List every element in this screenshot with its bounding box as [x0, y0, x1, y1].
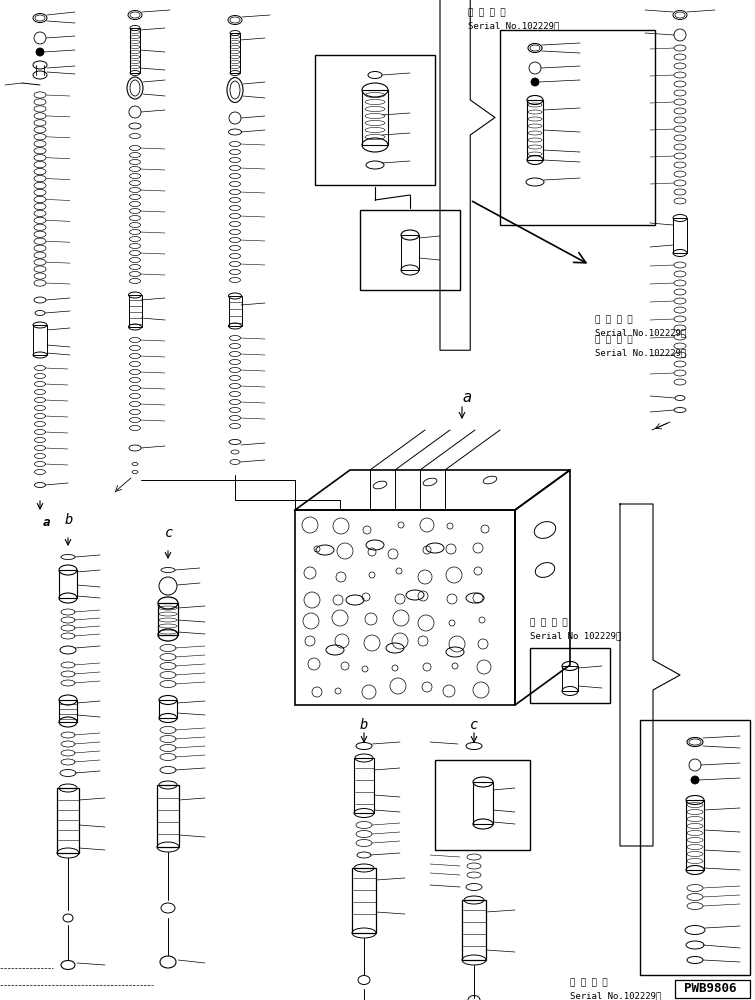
- Bar: [527, 100, 543, 160]
- Bar: [562, 666, 578, 691]
- Text: 適 用 号 機
Serial No.102229～: 適 用 号 機 Serial No.102229～: [595, 315, 686, 337]
- Text: a: a: [43, 516, 51, 529]
- Bar: [401, 235, 419, 270]
- Bar: [33, 325, 47, 355]
- Bar: [159, 700, 177, 718]
- Text: 適 用 号 機
Serial No.102229～: 適 用 号 機 Serial No.102229～: [570, 978, 661, 1000]
- Circle shape: [531, 78, 539, 86]
- Text: c: c: [165, 526, 174, 540]
- Bar: [59, 570, 77, 598]
- Bar: [354, 758, 374, 813]
- Bar: [59, 700, 77, 722]
- Bar: [473, 782, 493, 824]
- Bar: [530, 648, 610, 703]
- Bar: [360, 210, 460, 290]
- Bar: [686, 800, 704, 870]
- Bar: [229, 296, 242, 326]
- Text: 適 用 号 機
Serial No.102229～: 適 用 号 機 Serial No.102229～: [595, 335, 686, 357]
- Text: 適 用 号 機
Serial No 102229～: 適 用 号 機 Serial No 102229～: [530, 618, 621, 640]
- Circle shape: [691, 776, 699, 784]
- Text: b: b: [65, 513, 73, 527]
- Bar: [315, 55, 435, 185]
- Bar: [675, 980, 750, 998]
- Bar: [462, 900, 486, 960]
- Text: a: a: [462, 390, 471, 405]
- Bar: [362, 90, 388, 145]
- Text: PWB9806: PWB9806: [684, 982, 736, 995]
- Bar: [158, 603, 178, 635]
- Bar: [295, 510, 515, 705]
- Bar: [130, 28, 140, 73]
- Bar: [129, 295, 142, 327]
- Circle shape: [36, 48, 44, 56]
- Bar: [500, 30, 655, 225]
- Bar: [640, 720, 750, 975]
- Bar: [230, 33, 240, 73]
- Text: 適 用 号 機
Serial No.102229～: 適 用 号 機 Serial No.102229～: [468, 8, 559, 30]
- Text: b: b: [360, 718, 368, 732]
- Bar: [57, 788, 79, 853]
- Bar: [157, 785, 179, 847]
- Bar: [352, 868, 376, 933]
- Bar: [435, 760, 530, 850]
- Text: c: c: [470, 718, 479, 732]
- Bar: [673, 218, 687, 253]
